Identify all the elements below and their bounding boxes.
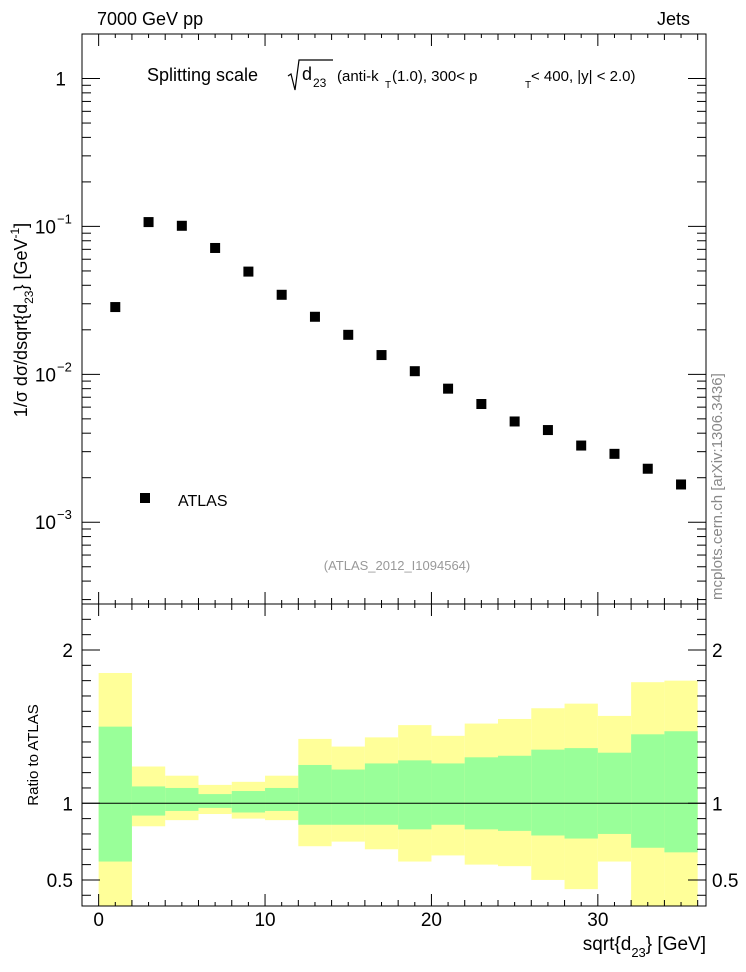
stat-uncertainty-bar — [597, 752, 632, 834]
main-y-tick-label: 1 — [55, 70, 66, 91]
data-point — [309, 311, 320, 322]
stat-uncertainty-bar — [431, 763, 465, 825]
main-y-tick-exponent: −3 — [57, 507, 72, 522]
stat-uncertainty-bar — [498, 755, 532, 831]
analysis-id: (ATLAS_2012_I1094564) — [324, 558, 470, 573]
stat-uncertainty-bar — [631, 734, 665, 848]
main-y-tick-exponent: −2 — [57, 359, 72, 374]
ratio-y-tick-labels: 0.5 0.5 1 1 2 2 — [47, 641, 739, 892]
stat-uncertainty-bar — [664, 731, 698, 853]
stat-uncertainty-bar — [231, 791, 266, 813]
ratio-plot-frame — [81, 603, 707, 907]
uncertainty-bands — [98, 672, 698, 906]
ratio-y-tick-label-right: 0.5 — [712, 871, 738, 892]
data-point — [576, 440, 587, 451]
side-label: mcplots.cern.ch [arXiv:1306.3436] — [709, 373, 726, 600]
plot-title: Splitting scale d 23 (anti-k T (1.0), 30… — [147, 59, 636, 91]
data-point — [143, 217, 154, 228]
data-point — [376, 350, 387, 361]
main-plot-ticks — [82, 33, 706, 604]
title-anti-kt: (anti-k — [337, 68, 379, 85]
x-axis-label: sqrt{d23} [GeV] — [583, 934, 706, 960]
ratio-y-tick-label-right: 2 — [712, 641, 723, 662]
title-main: Splitting scale — [147, 65, 258, 85]
sqrt-symbol — [287, 59, 333, 91]
xlabel-text: sqrt{d — [583, 934, 632, 955]
legend-label: ATLAS — [178, 493, 228, 510]
ylabel-text: 1/σ dσ/dsqrt{d — [11, 304, 31, 417]
data-point — [210, 242, 221, 253]
data-point — [542, 425, 553, 436]
ratio-plot-ticks — [82, 603, 706, 906]
main-y-axis-label: 1/σ dσ/dsqrt{d23} [GeV-1] — [8, 223, 36, 417]
svg-text:1/σ dσ/dsqrt{d23} [GeV-1]: 1/σ dσ/dsqrt{d23} [GeV-1] — [8, 223, 36, 417]
x-tick-labels: 0 10 20 30 — [93, 910, 608, 931]
stat-uncertainty-bar — [198, 794, 232, 808]
xlabel-subscript: 23 — [631, 945, 645, 960]
header-right: Jets — [657, 9, 690, 29]
ratio-y-tick-label: 1 — [62, 794, 73, 815]
stat-uncertainty-bar — [131, 786, 166, 816]
ylabel-close: ] — [11, 223, 31, 228]
main-y-tick-exponent: −1 — [57, 211, 72, 226]
data-point — [676, 479, 687, 490]
data-point — [642, 463, 653, 474]
ylabel-end: } [GeV — [11, 239, 31, 291]
legend-marker — [140, 493, 150, 503]
data-point — [110, 302, 121, 313]
ratio-y-tick-label: 2 — [62, 641, 73, 662]
data-point — [409, 366, 420, 377]
stat-uncertainty-bar — [364, 763, 399, 825]
xlabel-end: } [GeV] — [646, 934, 706, 955]
data-point — [243, 266, 254, 277]
data-point — [276, 289, 287, 300]
ylabel-superscript: -1 — [8, 228, 22, 239]
stat-uncertainty-bar — [98, 726, 132, 862]
main-plot-y-tick-labels: 110−110−210−3 — [35, 70, 72, 535]
stat-uncertainty-bar — [398, 760, 432, 830]
data-point — [176, 220, 187, 231]
data-point — [476, 399, 487, 410]
legend: ATLAS — [140, 493, 228, 510]
stat-uncertainty-bar — [298, 764, 332, 825]
data-point — [343, 329, 354, 340]
data-point — [609, 448, 620, 459]
stat-uncertainty-bar — [331, 769, 365, 825]
stat-uncertainty-bar — [464, 757, 498, 830]
title-d: d — [302, 64, 312, 84]
main-plot: 110−110−210−3 Splitting scale d 23 (anti… — [8, 33, 707, 605]
x-tick-label: 0 — [93, 910, 104, 931]
data-points — [110, 217, 687, 490]
ratio-y-tick-label: 0.5 — [47, 871, 73, 892]
header-left: 7000 GeV pp — [97, 9, 203, 29]
x-tick-label: 30 — [587, 910, 608, 931]
x-tick-label: 20 — [421, 910, 442, 931]
ratio-y-tick-label-right: 1 — [712, 794, 723, 815]
main-plot-frame — [81, 33, 707, 605]
title-pt-range: (1.0), 300< p — [392, 68, 477, 85]
title-pt-subscript: T — [525, 80, 531, 91]
title-d-subscript: 23 — [313, 76, 327, 90]
stat-uncertainty-bar — [531, 749, 565, 836]
main-y-tick-label: 10 — [35, 365, 56, 386]
stat-uncertainty-bar — [165, 787, 199, 811]
data-point — [443, 383, 454, 394]
title-kt-subscript: T — [385, 80, 391, 91]
ratio-plot: 0.5 0.5 1 1 2 2 0 10 20 30 Ratio to ATLAS sqrt{d… — [25, 603, 739, 960]
main-y-tick-label: 10 — [35, 513, 56, 534]
ylabel-subscript: 23 — [22, 290, 36, 304]
x-tick-label: 10 — [254, 910, 275, 931]
svg-text:sqrt{d23} [GeV]: sqrt{d23} [GeV] — [583, 934, 706, 960]
stat-uncertainty-bar — [265, 787, 299, 811]
main-y-tick-label: 10 — [35, 217, 56, 238]
stat-uncertainty-bar — [564, 748, 598, 839]
data-point — [509, 416, 520, 427]
title-y-range: < 400, |y| < 2.0) — [531, 68, 636, 85]
ratio-y-axis-label: Ratio to ATLAS — [25, 704, 42, 805]
